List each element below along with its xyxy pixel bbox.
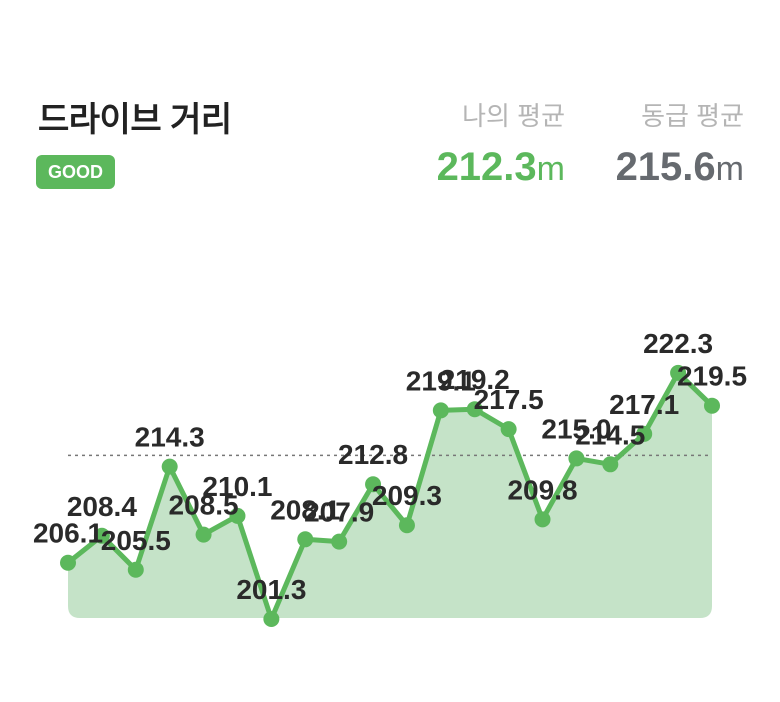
data-label: 214.3 [135, 422, 205, 453]
data-label: 208.1 [270, 494, 340, 525]
data-point [636, 425, 653, 442]
status-badge: GOOD [36, 155, 116, 189]
class-average-stat: 동급 평균 215.6m [616, 96, 744, 190]
data-label: 208.5 [169, 490, 239, 521]
data-label: 208.4 [67, 491, 137, 522]
data-point [60, 554, 76, 571]
data-point [93, 527, 110, 544]
area-fill [68, 372, 712, 619]
data-label: 219.5 [677, 361, 747, 392]
data-point [161, 458, 178, 475]
data-point [534, 511, 551, 528]
class-average-value-wrap: 215.6m [616, 145, 744, 190]
data-point [568, 450, 585, 467]
data-label: 219.2 [440, 364, 510, 395]
point-layer [60, 364, 720, 627]
data-point [602, 456, 619, 473]
data-label: 206.1 [33, 518, 103, 549]
data-point [365, 476, 382, 493]
data-label: 215.0 [541, 413, 611, 444]
data-label: 201.3 [236, 574, 306, 605]
data-label: 217.1 [609, 389, 679, 420]
data-point [670, 364, 687, 381]
data-label: 217.5 [474, 384, 544, 415]
data-label: 219.1 [406, 365, 476, 396]
data-point [500, 421, 517, 438]
data-point [398, 517, 415, 534]
class-average-unit: m [715, 150, 744, 188]
my-average-stat: 나의 평균 212.3m [437, 96, 565, 190]
data-point [432, 402, 449, 419]
class-average-value: 215.6 [615, 145, 716, 189]
data-label: 212.8 [338, 439, 408, 470]
data-label: 222.3 [643, 328, 713, 359]
data-point [127, 561, 144, 578]
data-label: 214.5 [575, 419, 645, 450]
data-label: 207.9 [304, 497, 374, 528]
my-average-unit: m [536, 150, 565, 188]
data-point [466, 401, 483, 418]
page-title: 드라이브 거리 [38, 101, 232, 139]
data-point [263, 611, 280, 627]
class-average-label: 동급 평균 [641, 101, 744, 131]
data-label: 209.3 [372, 480, 442, 511]
my-average-value: 212.3 [436, 145, 537, 189]
data-label: 205.5 [101, 525, 171, 556]
data-point [195, 526, 212, 543]
data-point [704, 397, 720, 414]
my-average-value-wrap: 212.3m [437, 145, 565, 190]
area-layer [68, 372, 712, 619]
data-label: 210.1 [202, 471, 272, 502]
data-point [229, 507, 246, 524]
data-label: 209.8 [507, 474, 577, 505]
data-point [297, 531, 314, 548]
data-point [331, 533, 348, 550]
my-average-label: 나의 평균 [462, 101, 565, 131]
